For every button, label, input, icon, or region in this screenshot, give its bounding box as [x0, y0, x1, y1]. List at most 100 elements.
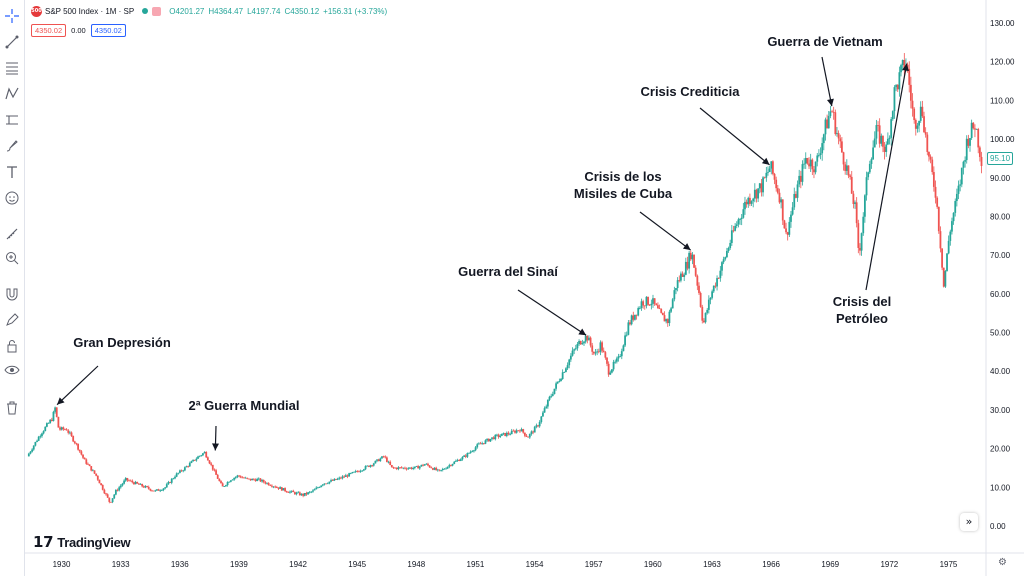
candle-body[interactable] [855, 202, 858, 224]
candle-body[interactable] [42, 431, 45, 434]
candle-body[interactable] [348, 473, 351, 477]
candle-body[interactable] [900, 65, 902, 73]
candle-body[interactable] [151, 490, 153, 492]
candle-body[interactable] [415, 466, 418, 467]
candle-body[interactable] [870, 159, 873, 164]
candle-body[interactable] [446, 466, 449, 469]
candle-body[interactable] [105, 493, 107, 495]
candle-body[interactable] [400, 467, 403, 469]
candle-body[interactable] [206, 457, 209, 461]
candle-body[interactable] [721, 262, 723, 271]
candle-body[interactable] [436, 469, 439, 471]
candle-body[interactable] [280, 487, 283, 491]
candle-body[interactable] [978, 147, 981, 157]
candle-body[interactable] [724, 257, 727, 260]
candle-body[interactable] [305, 493, 308, 495]
candle-body[interactable] [749, 197, 751, 204]
candle-body[interactable] [371, 465, 374, 467]
candle-body[interactable] [486, 438, 488, 441]
candle-body[interactable] [665, 319, 668, 322]
candle-body[interactable] [418, 466, 421, 469]
candle-body[interactable] [492, 437, 495, 440]
candle-body[interactable] [147, 486, 150, 489]
candle-body[interactable] [926, 134, 929, 152]
candle-body[interactable] [349, 473, 352, 474]
candle-body[interactable] [341, 476, 344, 479]
candle-body[interactable] [208, 460, 211, 464]
candle-body[interactable] [34, 441, 37, 446]
candle-body[interactable] [942, 267, 945, 287]
candle-body[interactable] [274, 486, 277, 488]
candle-body[interactable] [180, 470, 183, 472]
candle-body[interactable] [387, 461, 390, 463]
candle-body[interactable] [878, 125, 881, 144]
candle-body[interactable] [867, 172, 870, 178]
candle-body[interactable] [404, 467, 406, 469]
candle-body[interactable] [399, 467, 401, 469]
candle-body[interactable] [928, 151, 930, 157]
candle-body[interactable] [614, 361, 617, 363]
candle-body[interactable] [750, 201, 753, 204]
candle-body[interactable] [496, 434, 498, 436]
candle-body[interactable] [768, 168, 771, 172]
candle-body[interactable] [888, 137, 891, 139]
candle-body[interactable] [443, 468, 446, 470]
candle-body[interactable] [903, 59, 906, 71]
candle-body[interactable] [845, 165, 848, 171]
candle-body[interactable] [652, 298, 654, 304]
candle-body[interactable] [827, 116, 830, 129]
candle-body[interactable] [673, 290, 676, 300]
candle-body[interactable] [778, 192, 781, 203]
candle-body[interactable] [469, 451, 472, 453]
candle-body[interactable] [519, 430, 521, 432]
candle-body[interactable] [596, 351, 599, 353]
candle-body[interactable] [581, 343, 584, 345]
candle-body[interactable] [882, 135, 884, 147]
candle-body[interactable] [806, 157, 809, 164]
candle-body[interactable] [776, 188, 779, 193]
candle-body[interactable] [932, 172, 935, 187]
text-icon[interactable] [3, 164, 21, 182]
candle-body[interactable] [941, 248, 943, 268]
candle-body[interactable] [318, 487, 321, 488]
candle-body[interactable] [285, 491, 288, 493]
candle-body[interactable] [494, 434, 497, 440]
brush-icon[interactable] [3, 138, 21, 156]
candle-body[interactable] [584, 335, 587, 342]
candle-body[interactable] [165, 484, 168, 488]
candle-body[interactable] [366, 465, 369, 467]
candle-body[interactable] [149, 488, 152, 491]
candle-body[interactable] [382, 456, 385, 458]
candle-body[interactable] [57, 416, 60, 428]
candle-body[interactable] [670, 308, 672, 312]
candle-body[interactable] [70, 432, 73, 437]
candle-body[interactable] [921, 106, 924, 117]
candle-body[interactable] [638, 307, 641, 309]
candle-body[interactable] [726, 251, 728, 258]
candle-body[interactable] [438, 469, 441, 471]
candle-body[interactable] [234, 476, 237, 478]
candle-body[interactable] [246, 477, 249, 479]
candle-body[interactable] [970, 122, 973, 139]
candle-body[interactable] [650, 303, 653, 306]
candle-body[interactable] [146, 486, 148, 487]
candle-body[interactable] [484, 440, 487, 444]
candle-body[interactable] [780, 199, 783, 203]
candle-body[interactable] [740, 217, 743, 220]
candle-body[interactable] [535, 425, 538, 427]
candle-body[interactable] [770, 161, 773, 169]
candle-body[interactable] [658, 308, 661, 310]
candle-body[interactable] [256, 478, 259, 482]
candle-body[interactable] [804, 157, 807, 164]
candle-body[interactable] [844, 164, 847, 171]
candle-body[interactable] [974, 128, 976, 130]
candle-body[interactable] [550, 395, 553, 397]
candle-body[interactable] [77, 443, 79, 450]
candle-body[interactable] [893, 87, 896, 112]
candle-body[interactable] [515, 430, 518, 433]
candle-body[interactable] [91, 470, 94, 472]
candle-body[interactable] [821, 143, 824, 154]
candle-body[interactable] [185, 466, 188, 468]
candle-body[interactable] [523, 432, 526, 436]
candle-body[interactable] [65, 429, 68, 431]
